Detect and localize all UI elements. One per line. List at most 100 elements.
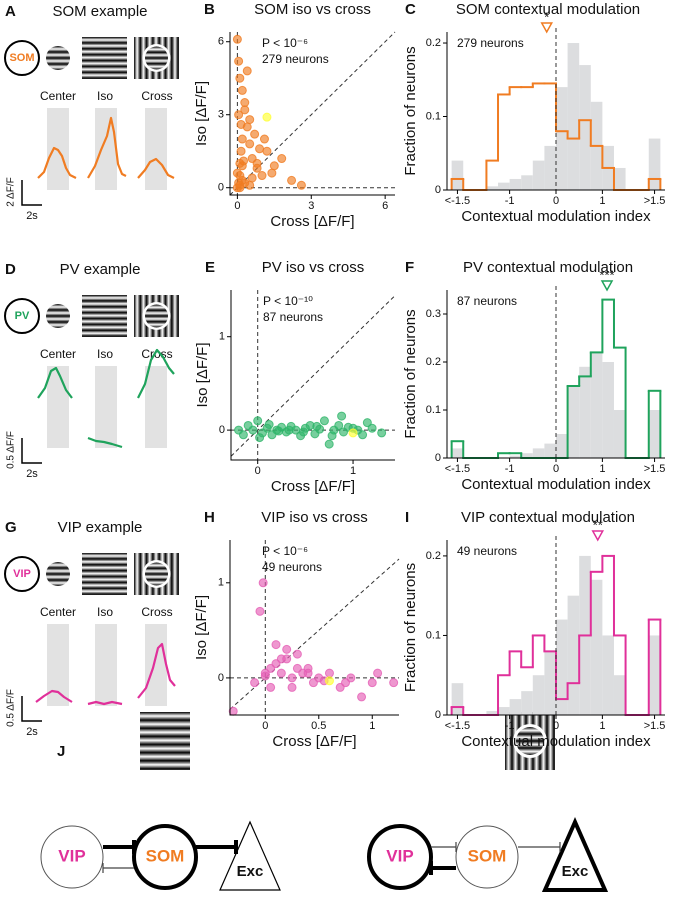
scatter-point bbox=[389, 678, 399, 688]
scatter-point bbox=[377, 428, 387, 438]
x-tick-label: 6 bbox=[382, 200, 388, 212]
y-tick-label: 1 bbox=[218, 577, 224, 589]
x-tick-label: <-1.5 bbox=[445, 195, 470, 207]
center-stimulus bbox=[46, 46, 70, 70]
y-tick-label: 0.1 bbox=[426, 110, 441, 122]
annotation: 279 neurons bbox=[457, 36, 524, 50]
stimulus-period bbox=[145, 366, 167, 448]
stimulus-period bbox=[95, 366, 117, 448]
axes bbox=[229, 32, 395, 196]
som-node bbox=[132, 824, 198, 890]
scatter-point bbox=[234, 110, 244, 120]
scatter-point bbox=[232, 168, 242, 178]
mean-marker bbox=[600, 280, 614, 292]
y-tick-label: 0 bbox=[435, 452, 441, 464]
scatter-point bbox=[296, 180, 306, 190]
histogram-bar bbox=[556, 87, 568, 190]
y-axis-label: Fraction of neurons bbox=[402, 563, 419, 692]
stimulus-label: Center bbox=[40, 89, 76, 103]
response-trace bbox=[87, 436, 123, 449]
x-axis-label: Contextual modulation index bbox=[461, 476, 651, 493]
y-tick-label: 0.1 bbox=[426, 404, 441, 416]
x-axis-label: Cross [ΔF/F] bbox=[270, 213, 354, 230]
axes bbox=[446, 290, 665, 459]
scatter-point bbox=[287, 175, 297, 185]
chart-title: VIP iso vs cross bbox=[261, 509, 367, 526]
scatter-point bbox=[250, 129, 260, 139]
response-trace bbox=[37, 146, 77, 179]
example-panel: G VIP example VIP Center Iso Cross 0.5 ΔF/F 2s bbox=[4, 519, 179, 738]
scatter-point bbox=[252, 158, 262, 168]
scatter-point bbox=[337, 411, 347, 421]
scatter-point bbox=[357, 692, 367, 702]
scatter-point bbox=[267, 168, 277, 178]
axes bbox=[229, 540, 399, 716]
x-tick-label: 0 bbox=[553, 195, 559, 207]
stimulus-period bbox=[145, 624, 167, 706]
panel-label: A bbox=[5, 3, 16, 20]
histogram-bar bbox=[590, 352, 603, 458]
scatter-point bbox=[234, 56, 244, 66]
scatter-point bbox=[269, 161, 279, 171]
x-tick-label: <-1.5 bbox=[445, 463, 470, 475]
y-tick-label: 0.3 bbox=[426, 308, 441, 320]
panel-title: SOM example bbox=[52, 3, 147, 20]
stimulus-period bbox=[145, 108, 167, 190]
x-axis-label: Cross [ΔF/F] bbox=[272, 733, 356, 750]
scatter-point bbox=[284, 425, 294, 435]
stimulus-center bbox=[145, 304, 168, 328]
panel-label: E bbox=[205, 259, 215, 276]
vip-node bbox=[40, 825, 104, 889]
x-tick-label: 0 bbox=[262, 720, 268, 732]
scatter-point bbox=[236, 119, 246, 129]
histogram-bar bbox=[648, 410, 661, 458]
y-tick-label: 0.2 bbox=[426, 550, 441, 562]
x-tick-label: 0 bbox=[553, 463, 559, 475]
scatter-point bbox=[240, 105, 250, 115]
inhibition bbox=[196, 840, 238, 854]
y-tick-label: 6 bbox=[218, 36, 224, 48]
histogram-bar bbox=[509, 455, 522, 458]
scatter-point bbox=[324, 439, 334, 449]
stimulus-center bbox=[145, 46, 168, 70]
scatter-point bbox=[262, 146, 272, 156]
x-tick-label: >1.5 bbox=[644, 720, 666, 732]
histogram-bar bbox=[532, 675, 545, 715]
center-stimulus bbox=[46, 562, 70, 586]
y-tick-label: 0 bbox=[219, 424, 225, 436]
stimulus-label: Cross bbox=[141, 347, 172, 361]
scatter-point bbox=[264, 420, 274, 430]
histogram-bar bbox=[567, 43, 580, 190]
scatter-point bbox=[303, 663, 313, 673]
histogram-bar bbox=[567, 595, 580, 715]
center-stimulus bbox=[46, 304, 70, 328]
scatter-point bbox=[287, 673, 297, 683]
histogram-bar bbox=[521, 691, 533, 715]
panel-label: I bbox=[405, 509, 409, 526]
scatter-point bbox=[262, 112, 272, 122]
stimulus-period bbox=[47, 624, 69, 706]
inhibition bbox=[518, 842, 561, 852]
annotation: 279 neurons bbox=[262, 52, 329, 66]
vip-node bbox=[367, 824, 433, 890]
chart-title: SOM iso vs cross bbox=[254, 1, 371, 18]
exc-node bbox=[541, 817, 609, 892]
x-tick-label: 3 bbox=[308, 200, 314, 212]
histogram-bar bbox=[509, 178, 522, 190]
annotation: P < 10⁻⁶ bbox=[262, 36, 308, 50]
scatter-point bbox=[237, 161, 247, 171]
scatter-point bbox=[237, 134, 247, 144]
mean-marker bbox=[591, 530, 605, 542]
cell-label: PV bbox=[15, 310, 30, 322]
histogram-bar bbox=[613, 167, 626, 190]
axes bbox=[446, 540, 665, 716]
scatter-point bbox=[259, 134, 269, 144]
iso-stimulus bbox=[82, 553, 127, 595]
y-axis-label: Iso [ΔF/F] bbox=[193, 595, 210, 660]
histogram-bar bbox=[567, 386, 580, 458]
histogram-bar bbox=[521, 453, 533, 458]
scatter-point bbox=[319, 416, 329, 426]
panel-label: D bbox=[5, 261, 16, 278]
response-trace bbox=[137, 642, 176, 699]
